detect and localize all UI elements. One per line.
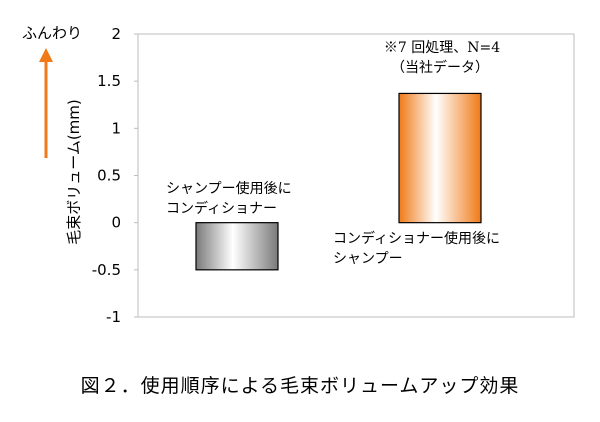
y-tick-label: -0.5	[92, 261, 121, 279]
category-label-2-line-1: コンディショナー使用後に	[333, 230, 500, 247]
y-tick-label: 0.5	[97, 167, 121, 185]
note-line-1: ※7 回処理、N=4	[384, 40, 500, 56]
y-tick-label: -1	[106, 308, 121, 326]
plot-area	[137, 33, 575, 318]
y-tick-label: 1	[111, 119, 121, 137]
category-label-1-line-1: シャンプー使用後に	[166, 180, 292, 197]
y-tick-label: 0	[111, 214, 121, 232]
bar-1	[195, 222, 279, 271]
y-tick-label: 2	[111, 25, 121, 43]
bars	[195, 92, 482, 271]
y-ticks: 2 1.5 1 0.5 0 -0.5 -1	[92, 25, 138, 326]
category-label-2-line-2: シャンプー	[333, 251, 403, 267]
bar-2	[398, 92, 482, 224]
direction-label: ふんわり	[22, 24, 82, 42]
y-axis-label: 毛束ボリューム(mm)	[65, 99, 83, 244]
category-label-1-line-2: コンディショナー	[166, 200, 277, 217]
up-arrow-icon	[39, 48, 53, 158]
y-tick-label: 1.5	[97, 72, 121, 90]
note-line-2: （当社データ）	[391, 59, 489, 76]
figure-caption: 図２．使用順序による毛束ボリュームアップ効果	[81, 375, 520, 397]
